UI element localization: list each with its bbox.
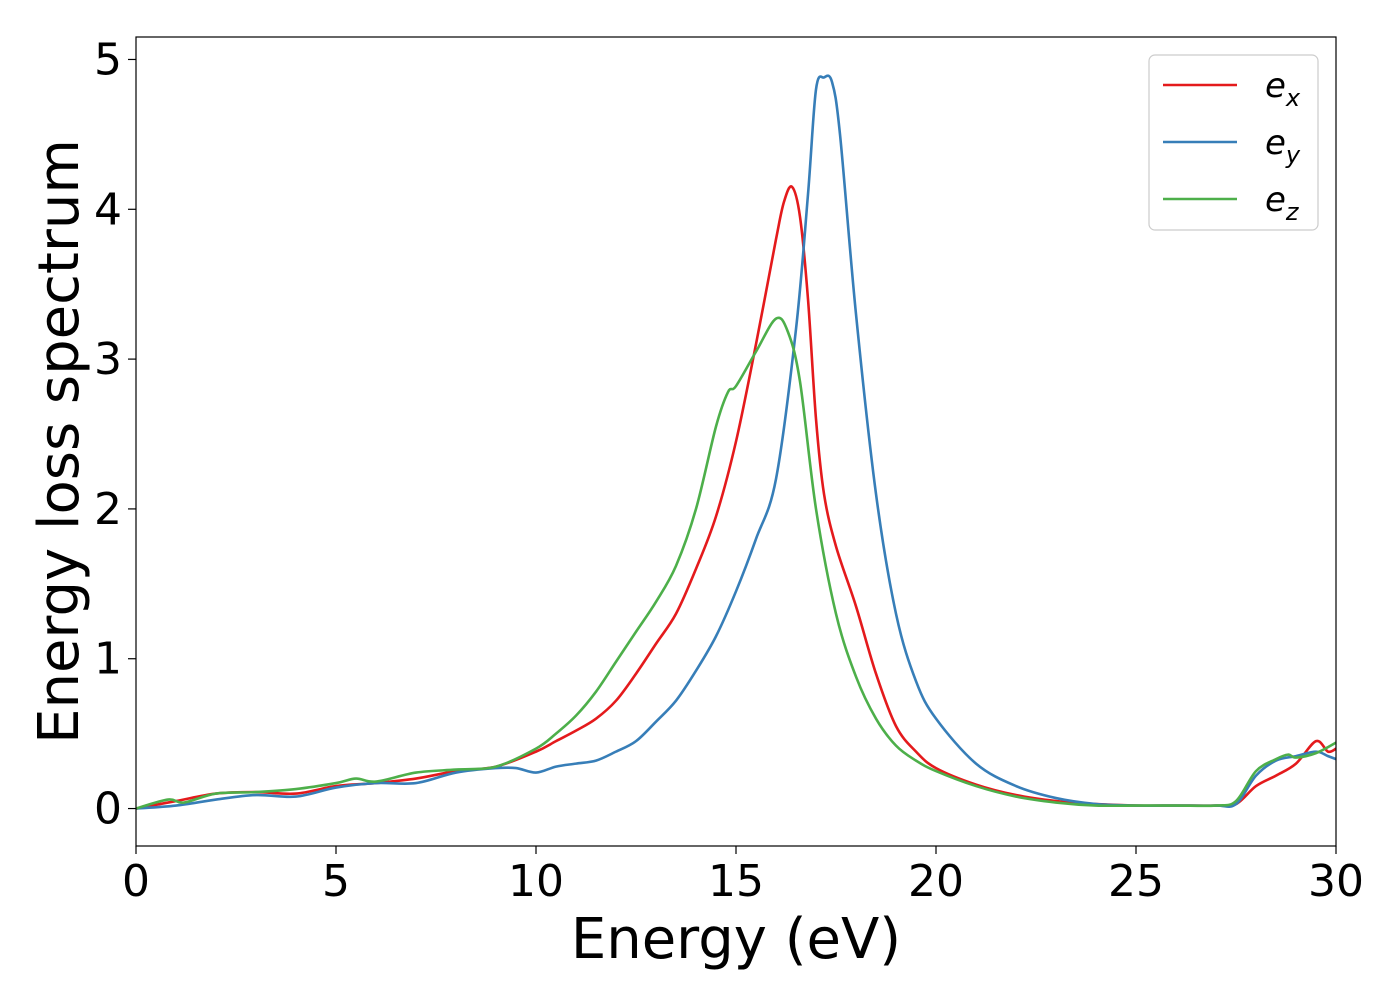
legend-label-subscript: x (1285, 84, 1301, 112)
series-line-x (135, 185, 1337, 810)
y-axis-ticks: 0 1 2 3 4 5 (94, 34, 136, 835)
y-axis-label: Energy loss spectrum (27, 139, 92, 744)
y-tick-label: 4 (94, 184, 122, 235)
x-axis-ticks: 0 5 10 15 20 25 30 (122, 846, 1364, 907)
y-tick-label: 2 (94, 484, 122, 535)
y-tick-label: 3 (94, 334, 122, 385)
series-layer (135, 74, 1337, 810)
x-tick-label: 0 (122, 856, 150, 907)
legend-label-subscript: y (1285, 141, 1301, 169)
y-tick-label: 5 (94, 34, 122, 85)
y-tick-label: 1 (94, 634, 122, 685)
legend-label-subscript: z (1285, 198, 1300, 226)
series-line-z (135, 316, 1337, 810)
x-axis-label: Energy (eV) (571, 907, 901, 972)
y-tick-label: 0 (94, 784, 122, 835)
x-tick-label: 30 (1308, 856, 1364, 907)
x-tick-label: 10 (508, 856, 564, 907)
x-tick-label: 5 (322, 856, 350, 907)
x-tick-label: 15 (708, 856, 764, 907)
x-tick-label: 25 (1108, 856, 1164, 907)
x-tick-label: 20 (908, 856, 964, 907)
